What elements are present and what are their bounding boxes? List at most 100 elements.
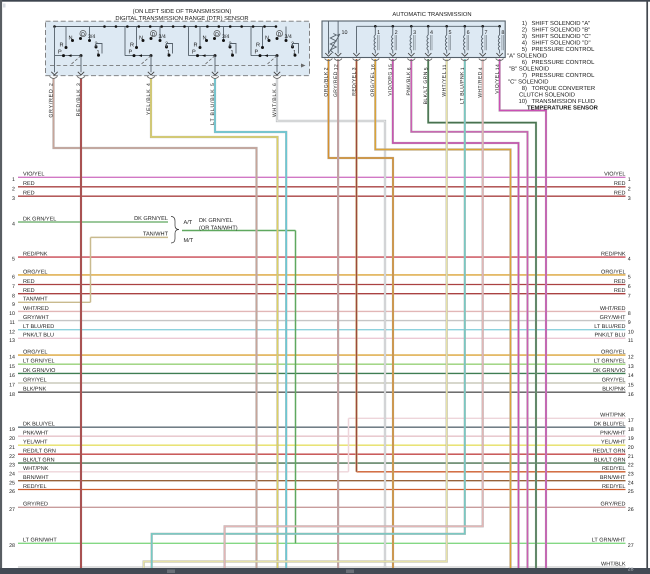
svg-text:WHT/RED: WHT/RED	[478, 71, 484, 97]
svg-text:ORG/YEL: ORG/YEL	[370, 71, 376, 96]
svg-text:RED/YEL: RED/YEL	[351, 71, 357, 96]
svg-text:GRY/RED: GRY/RED	[23, 502, 48, 508]
svg-text:BLK/PNK: BLK/PNK	[602, 387, 626, 393]
svg-text:21: 21	[628, 454, 634, 460]
svg-text:YEL/BLK: YEL/BLK	[146, 89, 152, 116]
svg-text:VIO/ORG: VIO/ORG	[388, 71, 394, 96]
svg-text:1: 1	[97, 50, 100, 56]
svg-text:LT GRN/YEL: LT GRN/YEL	[23, 359, 55, 365]
svg-text:3: 3	[76, 83, 82, 86]
svg-text:WHT/BLK: WHT/BLK	[272, 89, 278, 118]
svg-text:7: 7	[12, 284, 15, 290]
svg-text:GRY/RED: GRY/RED	[48, 89, 54, 118]
svg-text:14: 14	[495, 64, 501, 70]
svg-text:14: 14	[628, 373, 634, 379]
svg-text:DIGITAL TRANSMISSION RANGE (DT: DIGITAL TRANSMISSION RANGE (DTR) SENSOR	[115, 15, 248, 22]
svg-text:16: 16	[9, 373, 15, 379]
svg-text:18: 18	[9, 392, 15, 398]
svg-text:SHIFT SOLENOID "B": SHIFT SOLENOID "B"	[532, 27, 591, 34]
svg-text:WHT/BLK: WHT/BLK	[601, 561, 626, 567]
svg-text:PRESSURE CONTROL: PRESSURE CONTROL	[532, 72, 596, 79]
svg-text:11: 11	[442, 64, 448, 70]
svg-text:3/4: 3/4	[88, 34, 95, 40]
svg-text:3: 3	[628, 196, 631, 202]
svg-text:D: D	[152, 32, 156, 38]
svg-text:1: 1	[628, 177, 631, 183]
svg-text:ORG/BLK: ORG/BLK	[323, 71, 329, 97]
svg-text:2: 2	[628, 186, 631, 192]
svg-text:5: 5	[628, 275, 631, 281]
svg-text:8): 8)	[522, 85, 527, 92]
svg-text:D: D	[215, 32, 219, 38]
svg-text:DK GRN/VIO: DK GRN/VIO	[593, 368, 626, 374]
svg-text:24: 24	[628, 480, 634, 486]
svg-text:12: 12	[628, 355, 634, 361]
svg-text:18: 18	[628, 427, 634, 433]
svg-text:8: 8	[12, 293, 15, 299]
svg-text:10: 10	[628, 329, 634, 335]
svg-text:6: 6	[407, 67, 413, 70]
svg-text:DK GRN/YEL: DK GRN/YEL	[134, 215, 168, 222]
svg-text:WHT/YEL: WHT/YEL	[442, 71, 448, 96]
svg-text:GRY/WHT: GRY/WHT	[23, 315, 50, 321]
svg-text:2: 2	[12, 186, 15, 192]
svg-text:3): 3)	[522, 33, 527, 40]
svg-text:22: 22	[9, 454, 15, 460]
svg-text:(OR TAN/WHT): (OR TAN/WHT)	[199, 224, 238, 231]
svg-text:22: 22	[628, 463, 634, 469]
svg-text:VIO/YEL: VIO/YEL	[494, 71, 500, 94]
svg-text:GRY/RED: GRY/RED	[333, 71, 339, 97]
svg-text:DK GRN/YEL: DK GRN/YEL	[199, 217, 233, 224]
svg-text:26: 26	[9, 489, 15, 495]
svg-text:6: 6	[467, 30, 470, 36]
svg-text:BLK/LT GRN: BLK/LT GRN	[23, 458, 55, 464]
svg-text:DK BLU/YEL: DK BLU/YEL	[23, 422, 55, 428]
svg-text:D: D	[278, 32, 282, 38]
svg-text:TEMPERATURE SENSOR: TEMPERATURE SENSOR	[527, 104, 599, 111]
svg-text:RED/LT GRN: RED/LT GRN	[23, 449, 56, 455]
svg-text:21: 21	[9, 445, 15, 451]
svg-text:RED: RED	[614, 191, 626, 197]
svg-text:RED: RED	[614, 279, 626, 285]
svg-text:28: 28	[628, 566, 634, 572]
svg-text:3/4: 3/4	[285, 34, 292, 40]
svg-text:6: 6	[12, 275, 15, 281]
svg-text:D: D	[81, 32, 85, 38]
svg-text:23: 23	[628, 471, 634, 477]
svg-text:DK GRN/YEL: DK GRN/YEL	[23, 216, 56, 222]
svg-text:DK BLU/YEL: DK BLU/YEL	[594, 422, 626, 428]
svg-text:ORG/YEL: ORG/YEL	[23, 269, 47, 275]
svg-text:WHT/RED: WHT/RED	[23, 306, 49, 312]
svg-text:16: 16	[371, 64, 377, 70]
svg-text:7: 7	[485, 30, 488, 36]
svg-text:P: P	[129, 49, 133, 55]
svg-text:ORG/YEL: ORG/YEL	[601, 350, 625, 356]
svg-text:3: 3	[12, 196, 15, 202]
svg-text:1: 1	[231, 50, 234, 56]
svg-text:9: 9	[12, 302, 15, 308]
svg-text:5: 5	[449, 30, 452, 36]
svg-text:16: 16	[628, 392, 634, 398]
svg-text:N: N	[69, 35, 73, 41]
svg-text:CLUTCH SOLENOID: CLUTCH SOLENOID	[519, 91, 575, 98]
svg-text:4: 4	[430, 30, 433, 36]
svg-text:6): 6)	[522, 59, 527, 66]
svg-text:13: 13	[9, 338, 15, 344]
svg-text:20: 20	[9, 436, 15, 442]
svg-text:4: 4	[12, 222, 15, 228]
svg-text:ORG/YEL: ORG/YEL	[23, 350, 47, 356]
svg-text:4): 4)	[522, 40, 527, 47]
svg-text:1: 1	[167, 50, 170, 56]
svg-text:TORQUE CONVERTER: TORQUE CONVERTER	[532, 85, 596, 92]
svg-text:GRY/YEL: GRY/YEL	[602, 377, 626, 383]
svg-text:1): 1)	[522, 20, 527, 27]
svg-text:1: 1	[293, 50, 296, 56]
svg-text:2): 2)	[522, 27, 527, 34]
svg-text:28: 28	[9, 543, 15, 549]
svg-text:27: 27	[9, 507, 15, 513]
svg-text:PNK/LT BLU: PNK/LT BLU	[23, 333, 54, 339]
svg-text:8: 8	[501, 30, 504, 36]
svg-text:5: 5	[210, 83, 216, 86]
svg-text:3/4: 3/4	[159, 34, 166, 40]
svg-text:RED/BLK: RED/BLK	[76, 89, 82, 117]
